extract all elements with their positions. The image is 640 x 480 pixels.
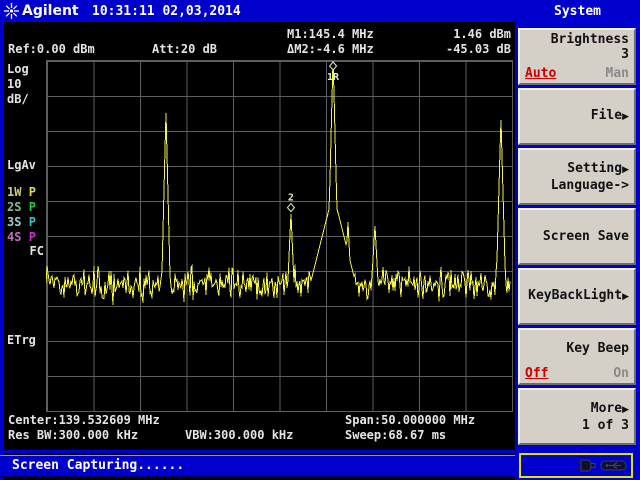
softkey-brightness[interactable]: Brightness 3 Auto Man [518, 28, 636, 85]
brightness-man-option[interactable]: Man [605, 66, 629, 81]
trace4-detector: P [28, 230, 36, 244]
softkey-setting[interactable]: Setting▶ Language-> [518, 148, 636, 205]
scale-value-label: 10 [7, 77, 22, 91]
trace1-status: 1W P [7, 185, 36, 199]
softkey-keybacklight[interactable]: KeyBackLight▶ [518, 268, 636, 325]
center-freq-readout: Center:139.532609 MHz [8, 413, 160, 427]
datetime-label: 10:31:11 02,03,2014 [92, 4, 241, 19]
softkey-more-page: 1 of 3 [582, 418, 629, 433]
trace2-status: 2S P [7, 200, 36, 214]
key-beep-on-option[interactable]: On [613, 366, 629, 381]
trace4-mode: 4S [7, 230, 22, 244]
trace4-status: 4S P [7, 230, 36, 244]
trace3-mode: 3S [7, 215, 22, 229]
span-readout: Span:50.000000 MHz [345, 413, 476, 427]
usb-icon [600, 460, 627, 471]
delta-marker-freq-readout: ΔM2:-4.6 MHz [287, 42, 374, 56]
softkey-brightness-value: 3 [621, 47, 629, 62]
trace2-mode: 2S [7, 200, 22, 214]
ref-level-readout: Ref:0.00 dBm [8, 42, 95, 56]
softkey-menu: Brightness 3 Auto Man File▶ Setting▶ Lan… [515, 22, 640, 480]
trace3-detector: P [28, 215, 36, 229]
softkey-file[interactable]: File▶ [518, 88, 636, 145]
scale-type-label: Log [7, 62, 29, 76]
sweep-time-readout: Sweep:68.67 ms [345, 428, 447, 442]
marker1-freq-readout: M1:145.4 MHz [287, 27, 374, 41]
softkey-setting-sub: Language-> [550, 178, 629, 193]
softkey-key-beep[interactable]: Key Beep Off On [518, 328, 636, 385]
attenuation-readout: Att:20 dB [152, 42, 218, 56]
display-area: M1:145.4 MHz 1.46 dBm Ref:0.00 dBm Att:2… [0, 22, 515, 480]
softkey-file-label: File▶ [590, 108, 629, 123]
submenu-arrow-icon: ▶ [622, 112, 629, 122]
agilent-spark-icon [4, 3, 19, 19]
brightness-auto-option[interactable]: Auto [525, 66, 557, 81]
submenu-arrow-icon: ▶ [622, 165, 629, 175]
delta-marker-level-readout: -45.03 dB [445, 42, 511, 56]
trace2-detector: P [28, 200, 36, 214]
vbw-readout: VBW:300.000 kHz [185, 428, 294, 442]
softkey-more[interactable]: More▶ 1 of 3 [518, 388, 636, 445]
status-bar: Screen Capturing...... [0, 455, 515, 477]
io-indicator-box [519, 453, 633, 478]
trace1-detector: P [28, 185, 36, 199]
softkey-more-label: More▶ [590, 401, 629, 416]
softkey-screen-save[interactable]: Screen Save [518, 208, 636, 265]
spectrum-trace: 1R 2 [46, 60, 511, 305]
trigger-label: ETrg [7, 333, 36, 347]
status-message: Screen Capturing...... [12, 458, 185, 473]
trace1-mode: 1W [7, 185, 22, 199]
coupling-label: FC [29, 244, 44, 258]
marker-diamond-icon [328, 61, 338, 71]
menu-title: System [554, 4, 601, 19]
average-mode-label: LgAv [7, 158, 36, 172]
marker-diamond-icon [286, 202, 296, 213]
marker1-level-readout: 1.46 dBm [453, 27, 511, 41]
brand-label: Agilent [22, 3, 79, 19]
key-beep-off-option[interactable]: Off [525, 366, 549, 381]
rbw-readout: Res BW:300.000 kHz [8, 428, 139, 442]
io-indicator-icons [577, 459, 627, 472]
submenu-arrow-icon: ▶ [622, 405, 629, 415]
top-bar: Agilent 10:31:11 02,03,2014 System [0, 0, 640, 22]
scale-unit-label: dB/ [7, 92, 29, 106]
softkey-screen-save-label: Screen Save [542, 229, 629, 244]
softkey-key-beep-label: Key Beep [566, 341, 629, 356]
marker-label: 2 [288, 193, 294, 204]
softkey-setting-label: Setting▶ [567, 161, 629, 176]
marker-label: 1R [327, 72, 340, 83]
trace3-status: 3S P [7, 215, 36, 229]
softkey-keybacklight-label: KeyBackLight▶ [528, 288, 629, 303]
graticule [46, 60, 513, 412]
submenu-arrow-icon: ▶ [622, 292, 629, 302]
power-plug-icon [577, 459, 596, 472]
display-bottom-border [4, 450, 515, 453]
softkey-brightness-label: Brightness [550, 32, 629, 47]
